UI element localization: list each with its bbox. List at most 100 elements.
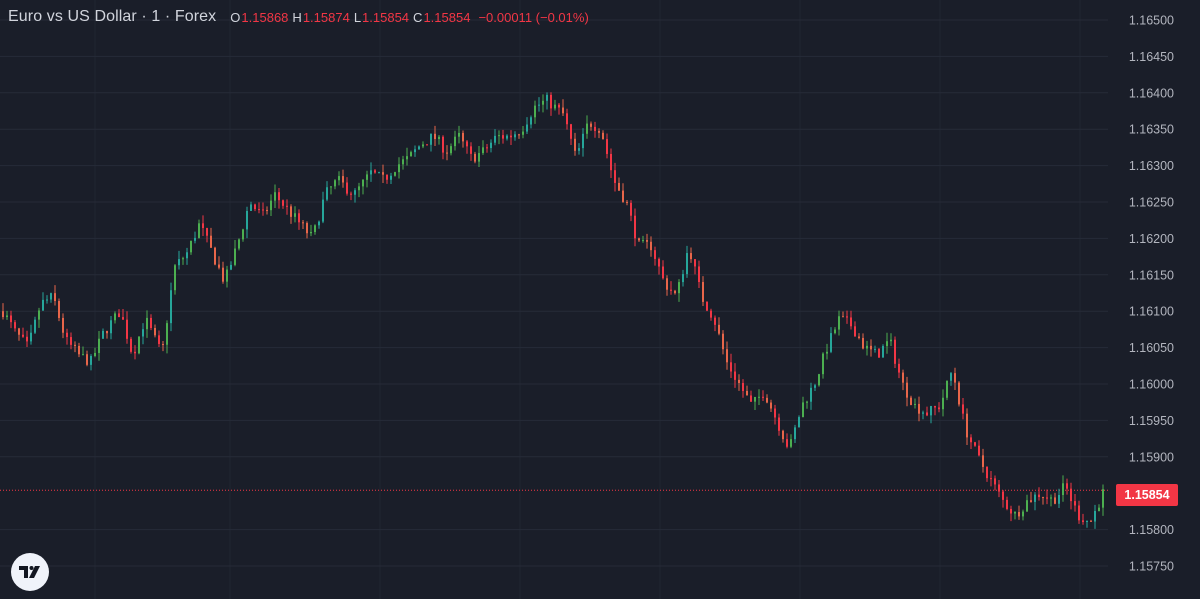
candle <box>1042 496 1044 505</box>
candle-body <box>474 153 476 162</box>
candle <box>206 227 208 243</box>
candle <box>358 182 360 198</box>
candle <box>182 256 184 265</box>
candle-body <box>590 123 592 127</box>
candle <box>78 342 80 358</box>
candle <box>550 92 552 116</box>
candle-body <box>242 229 244 240</box>
candle-body <box>1022 511 1024 517</box>
candle <box>626 200 628 206</box>
candle <box>138 336 140 355</box>
candle <box>402 155 404 170</box>
candle-body <box>1014 512 1016 514</box>
candle <box>210 227 212 249</box>
candle <box>970 434 972 449</box>
candle <box>54 285 56 306</box>
candle-body <box>902 372 904 383</box>
candle <box>114 311 116 324</box>
candle <box>474 151 476 164</box>
candle <box>926 406 928 417</box>
candle <box>458 125 460 144</box>
candle-body <box>714 317 716 325</box>
price-axis-label: 1.15900 <box>1129 450 1174 464</box>
candle-body <box>666 278 668 290</box>
candle-body <box>818 374 820 386</box>
price-axis[interactable]: 1.16500 1.16450 1.16400 1.16350 1.16300 1.162… <box>1129 14 1174 574</box>
candle <box>438 134 440 145</box>
candle-body <box>830 333 832 352</box>
candle-body <box>282 200 284 206</box>
candle-body <box>602 132 604 140</box>
candle-body <box>766 397 768 403</box>
candle <box>854 321 856 337</box>
candle-body <box>722 333 724 350</box>
candle <box>494 129 496 146</box>
candle-body <box>382 172 384 175</box>
candle <box>450 143 452 156</box>
candle-body <box>646 240 648 242</box>
candle-body <box>854 326 856 337</box>
candle <box>378 171 380 174</box>
candle-body <box>46 299 48 301</box>
price-axis-label: 1.16300 <box>1129 159 1174 173</box>
candle-body <box>142 329 144 337</box>
candle-body <box>310 232 312 234</box>
candle <box>834 327 836 335</box>
candle-body <box>350 193 352 195</box>
candle <box>946 380 948 401</box>
candle <box>330 186 332 195</box>
candle <box>634 208 636 247</box>
candle <box>882 344 884 358</box>
candle-body <box>338 176 340 181</box>
candle-body <box>74 344 76 346</box>
candle <box>542 94 544 113</box>
candle-body <box>162 343 164 345</box>
candle <box>166 320 168 354</box>
candle-body <box>826 351 828 354</box>
candle-body <box>958 382 960 405</box>
candle <box>62 313 64 339</box>
candle-body <box>10 315 12 323</box>
candle <box>786 433 788 449</box>
candle <box>246 206 248 239</box>
candle <box>762 390 764 402</box>
candle <box>1026 494 1028 512</box>
candle <box>1010 505 1012 522</box>
candle-body <box>490 142 492 149</box>
candle-body <box>498 135 500 137</box>
candle <box>790 434 792 449</box>
candle-body <box>558 104 560 108</box>
candle-body <box>882 346 884 358</box>
candle <box>1054 492 1056 505</box>
symbol-title[interactable]: Euro vs US Dollar · 1 · Forex <box>8 8 217 25</box>
candle <box>406 147 408 166</box>
candle-body <box>6 315 8 318</box>
candle <box>994 475 996 491</box>
candle-body <box>814 385 816 388</box>
candle <box>778 413 780 436</box>
candle <box>122 309 124 320</box>
candle-body <box>846 316 848 318</box>
candle <box>398 157 400 179</box>
candle <box>346 177 348 196</box>
candle <box>342 169 344 188</box>
candle-body <box>578 148 580 151</box>
candle-body <box>354 190 356 195</box>
candle-body <box>1062 483 1064 496</box>
candle <box>218 256 220 270</box>
candle <box>858 333 860 340</box>
candle-body <box>978 445 980 456</box>
candle <box>1090 519 1092 522</box>
candle-body <box>198 223 200 238</box>
candle-body <box>1030 500 1032 502</box>
tradingview-logo-icon[interactable] <box>11 553 49 591</box>
candle-body <box>562 107 564 114</box>
candle <box>278 187 280 209</box>
candle-body <box>38 310 40 320</box>
candle <box>266 206 268 215</box>
candle-body <box>954 373 956 383</box>
candle-body <box>266 209 268 211</box>
candle-body <box>402 159 404 165</box>
